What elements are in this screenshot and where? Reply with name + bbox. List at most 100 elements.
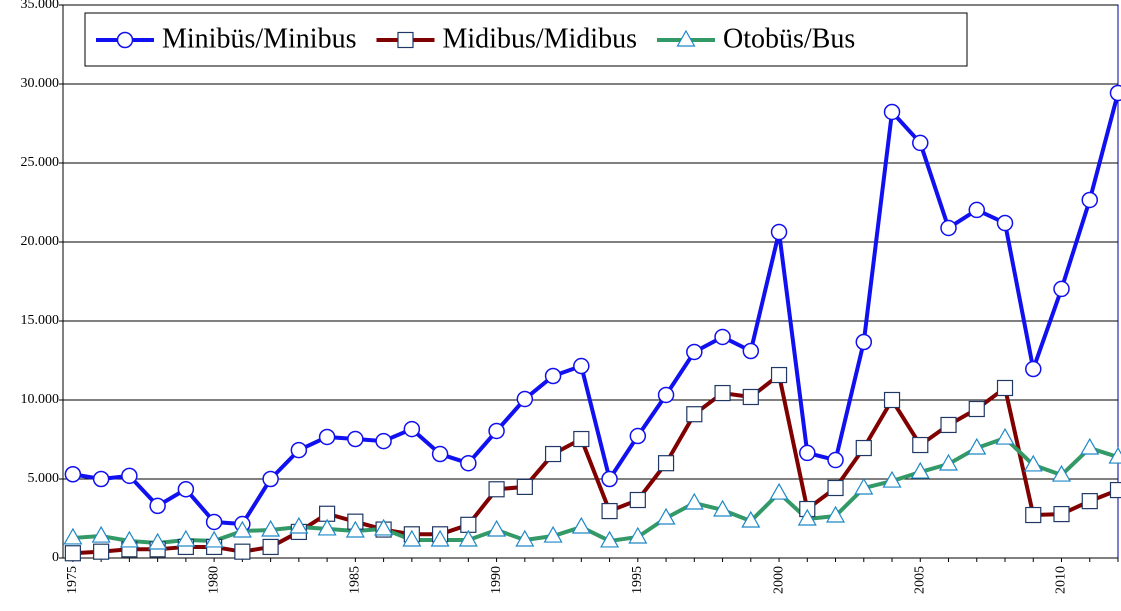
marker (827, 479, 844, 497)
marker (487, 519, 507, 537)
marker (938, 453, 959, 471)
marker (544, 445, 562, 463)
marker (1053, 505, 1070, 523)
marker (543, 525, 563, 543)
marker (855, 333, 873, 351)
legend-label: Midibus/Midibus (442, 23, 636, 54)
x-tick-label: 2010 (1054, 566, 1069, 594)
series-line (72, 373, 1119, 556)
x-tick-label: 2000 (771, 566, 786, 594)
marker (64, 466, 82, 483)
marker (345, 520, 365, 538)
marker (799, 444, 816, 462)
marker (289, 516, 309, 534)
x-tick-label: 1995 (630, 566, 645, 594)
marker (940, 416, 957, 434)
marker (516, 478, 533, 495)
y-tick-label: 10.000 (21, 392, 60, 407)
y-tick-label: 35.000 (21, 0, 60, 12)
marker (92, 470, 110, 488)
marker (770, 366, 788, 384)
marker (1025, 360, 1042, 378)
marker (64, 545, 81, 562)
marker (968, 400, 985, 418)
marker (883, 391, 901, 409)
marker (93, 543, 110, 560)
marker (460, 454, 477, 472)
marker (234, 543, 251, 560)
plot-frame (62, 4, 1119, 559)
marker (63, 527, 83, 545)
marker (516, 390, 534, 408)
marker (544, 367, 562, 385)
marker (714, 384, 731, 402)
marker (1080, 437, 1100, 455)
marker (714, 328, 731, 346)
marker (996, 214, 1014, 232)
y-tick-label: 25.000 (21, 155, 60, 170)
marker (488, 422, 505, 440)
y-tick-label: 15.000 (21, 313, 60, 328)
marker (940, 219, 957, 237)
marker (403, 420, 421, 438)
marker (995, 427, 1015, 445)
marker (686, 343, 703, 361)
marker (883, 103, 901, 121)
marker (601, 502, 618, 520)
marker (232, 520, 252, 538)
marker (149, 497, 166, 515)
marker (317, 518, 337, 536)
marker (657, 455, 675, 472)
marker (741, 510, 761, 528)
marker (1109, 481, 1121, 499)
marker (488, 481, 505, 498)
legend-label: Minibüs/Minibus (162, 23, 356, 54)
marker (827, 451, 844, 469)
y-tick-label: 5.000 (28, 471, 60, 486)
marker (116, 31, 134, 49)
marker (629, 427, 647, 445)
y-tick-label: 0 (52, 550, 59, 565)
marker (261, 519, 281, 537)
marker (318, 428, 336, 446)
marker (204, 530, 224, 548)
marker (742, 388, 759, 406)
marker (573, 430, 590, 448)
marker (769, 482, 789, 500)
marker (347, 430, 364, 448)
marker (968, 201, 986, 219)
marker (629, 491, 646, 509)
marker (600, 530, 620, 548)
marker (826, 505, 846, 523)
x-tick-label: 1980 (206, 566, 221, 594)
y-tick-label: 20.000 (21, 234, 60, 249)
marker (770, 223, 788, 241)
marker (996, 379, 1014, 397)
marker (628, 526, 648, 544)
marker (855, 439, 872, 457)
marker (402, 529, 422, 547)
marker (430, 529, 450, 547)
marker (431, 445, 449, 463)
marker (910, 461, 930, 479)
marker (882, 470, 902, 488)
marker (515, 529, 535, 547)
marker (573, 357, 590, 375)
legend-box (84, 12, 968, 67)
marker (657, 386, 675, 404)
x-tick-label: 1990 (489, 566, 504, 594)
marker (374, 518, 394, 536)
marker (91, 525, 111, 543)
marker (121, 467, 138, 485)
marker (1053, 280, 1070, 298)
marker (177, 481, 195, 498)
marker (684, 492, 704, 510)
marker (854, 477, 874, 495)
marker (742, 342, 760, 360)
marker (571, 516, 591, 534)
marker (119, 530, 139, 548)
marker (262, 538, 279, 556)
marker (397, 31, 414, 49)
marker (601, 470, 618, 488)
